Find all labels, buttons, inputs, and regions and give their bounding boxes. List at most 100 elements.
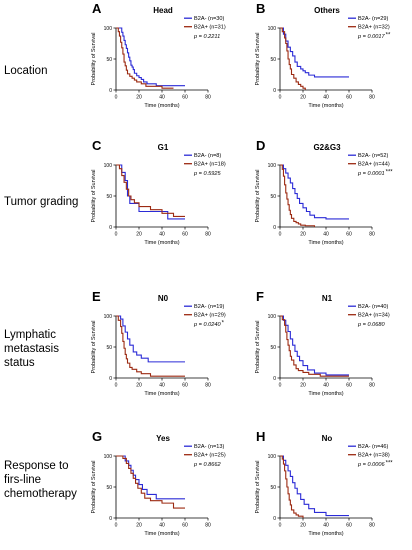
p-value: p = 0.5925 (193, 171, 221, 177)
row-label-location: Location (4, 65, 48, 77)
x-tick-label: 0 (115, 523, 118, 529)
legend-label: B2A+ (n=38) (358, 453, 390, 459)
panel-title: Others (314, 6, 340, 15)
panel-d: D G2&G3 0 20 40 60 80 0 50 100 Time (months) Probab… (252, 137, 410, 255)
y-axis-title: Probability of Survival (91, 321, 97, 374)
significance-stars: ** (386, 33, 391, 39)
survival-curve-series-2 (116, 27, 174, 89)
x-tick-label: 20 (136, 232, 142, 238)
panel-letter: A (92, 1, 102, 16)
survival-curve-series-1 (280, 27, 349, 78)
panel-title: No (322, 434, 333, 443)
y-tick-label: 100 (268, 454, 277, 460)
p-value: p = 0.2211 (193, 34, 220, 40)
x-tick-label: 40 (323, 95, 329, 101)
panel-letter: G (92, 429, 102, 444)
legend-label: B2A- (n=46) (358, 444, 388, 450)
x-tick-label: 80 (205, 523, 211, 529)
y-axis-title: Probability of Survival (255, 33, 261, 86)
significance-stars: *** (386, 170, 394, 176)
y-axis-title: Probability of Survival (91, 33, 97, 86)
row-label-response-chemotherapy: Response to firs-line chemotherapy (4, 460, 77, 500)
km-plot-a: A Head 0 20 40 60 80 0 50 100 Time (months) Probabi… (91, 1, 226, 109)
x-tick-label: 60 (346, 232, 352, 238)
legend-label: B2A+ (n=34) (358, 313, 390, 319)
x-axis-title: Time (months) (308, 531, 343, 537)
x-tick-label: 40 (323, 523, 329, 529)
x-tick-label: 40 (323, 232, 329, 238)
legend-label: B2A- (n=19) (194, 304, 224, 310)
survival-curve-series-2 (280, 315, 349, 377)
y-tick-label: 50 (270, 345, 276, 351)
legend-label: B2A+ (n=31) (194, 25, 226, 31)
y-axis-title: Probability of Survival (255, 170, 261, 223)
x-tick-label: 80 (369, 383, 375, 389)
km-plot-c: C G1 0 20 40 60 80 0 50 100 Time (months) Probabili… (91, 138, 226, 246)
p-value: p = 0.0017 (357, 34, 385, 40)
x-tick-label: 0 (115, 95, 118, 101)
x-tick-label: 60 (346, 383, 352, 389)
y-tick-label: 50 (270, 194, 276, 200)
x-tick-label: 80 (205, 383, 211, 389)
panel-b: B Others 0 20 40 60 80 0 50 100 Time (months) Proba… (252, 0, 410, 118)
panel-letter: C (92, 138, 102, 153)
y-tick-label: 100 (268, 26, 277, 32)
y-tick-label: 0 (273, 516, 276, 522)
x-tick-label: 80 (205, 95, 211, 101)
p-value: p = 0.0006 (357, 462, 385, 468)
km-plot-e: E N0 0 20 40 60 80 0 50 100 Time (months) Probabili… (91, 289, 226, 397)
x-axis-title: Time (months) (308, 391, 343, 397)
x-tick-label: 0 (279, 383, 282, 389)
legend-label: B2A- (n=40) (358, 304, 388, 310)
x-axis-title: Time (months) (144, 391, 179, 397)
legend-label: B2A- (n=29) (358, 16, 388, 22)
survival-curve-series-2 (280, 164, 316, 227)
x-tick-label: 40 (159, 232, 165, 238)
y-tick-label: 50 (106, 345, 112, 351)
panel-title: Yes (156, 434, 170, 443)
survival-curve-series-2 (116, 455, 185, 509)
row-label-tumor-grading: Tumor grading (4, 196, 79, 208)
survival-curve-series-1 (116, 455, 185, 500)
x-tick-label: 20 (300, 523, 306, 529)
panel-h: H No 0 20 40 60 80 0 50 100 Time (months) Probabili… (252, 428, 410, 546)
survival-curve-series-2 (116, 164, 185, 218)
legend-label: B2A+ (n=25) (194, 453, 226, 459)
panel-title: N0 (158, 294, 169, 303)
y-tick-label: 50 (270, 485, 276, 491)
legend-label: B2A+ (n=44) (358, 162, 390, 168)
y-axis-title: Probability of Survival (255, 461, 261, 514)
y-tick-label: 100 (104, 163, 113, 169)
panel-letter: H (256, 429, 265, 444)
x-tick-label: 60 (182, 95, 188, 101)
x-tick-label: 60 (346, 523, 352, 529)
x-tick-label: 40 (159, 383, 165, 389)
y-tick-label: 0 (109, 88, 112, 94)
y-tick-label: 0 (273, 225, 276, 231)
p-value: p = 0.0680 (357, 322, 385, 328)
x-tick-label: 80 (369, 523, 375, 529)
panel-letter: F (256, 289, 264, 304)
row-label-lymphatic-metastasis: Lymphatic metastasis status (4, 329, 59, 369)
legend-label: B2A- (n=8) (194, 153, 221, 159)
y-tick-label: 50 (270, 57, 276, 63)
survival-curve-series-2 (280, 455, 304, 518)
x-tick-label: 20 (136, 383, 142, 389)
panel-e: E N0 0 20 40 60 80 0 50 100 Time (months) Probabili… (88, 288, 246, 406)
km-plot-g: G Yes 0 20 40 60 80 0 50 100 Time (months) Probabil… (91, 429, 226, 537)
km-plot-b: B Others 0 20 40 60 80 0 50 100 Time (months) Proba… (255, 1, 391, 109)
panel-title: G2&G3 (313, 143, 341, 152)
x-tick-label: 80 (369, 232, 375, 238)
panel-title: N1 (322, 294, 333, 303)
x-tick-label: 80 (205, 232, 211, 238)
y-tick-label: 0 (273, 376, 276, 382)
survival-curve-series-1 (280, 164, 349, 220)
y-tick-label: 50 (106, 194, 112, 200)
legend-label: B2A+ (n=32) (358, 25, 390, 31)
survival-curve-series-2 (280, 27, 306, 90)
x-tick-label: 20 (300, 232, 306, 238)
x-tick-label: 0 (279, 523, 282, 529)
x-tick-label: 60 (182, 232, 188, 238)
y-tick-label: 100 (268, 163, 277, 169)
